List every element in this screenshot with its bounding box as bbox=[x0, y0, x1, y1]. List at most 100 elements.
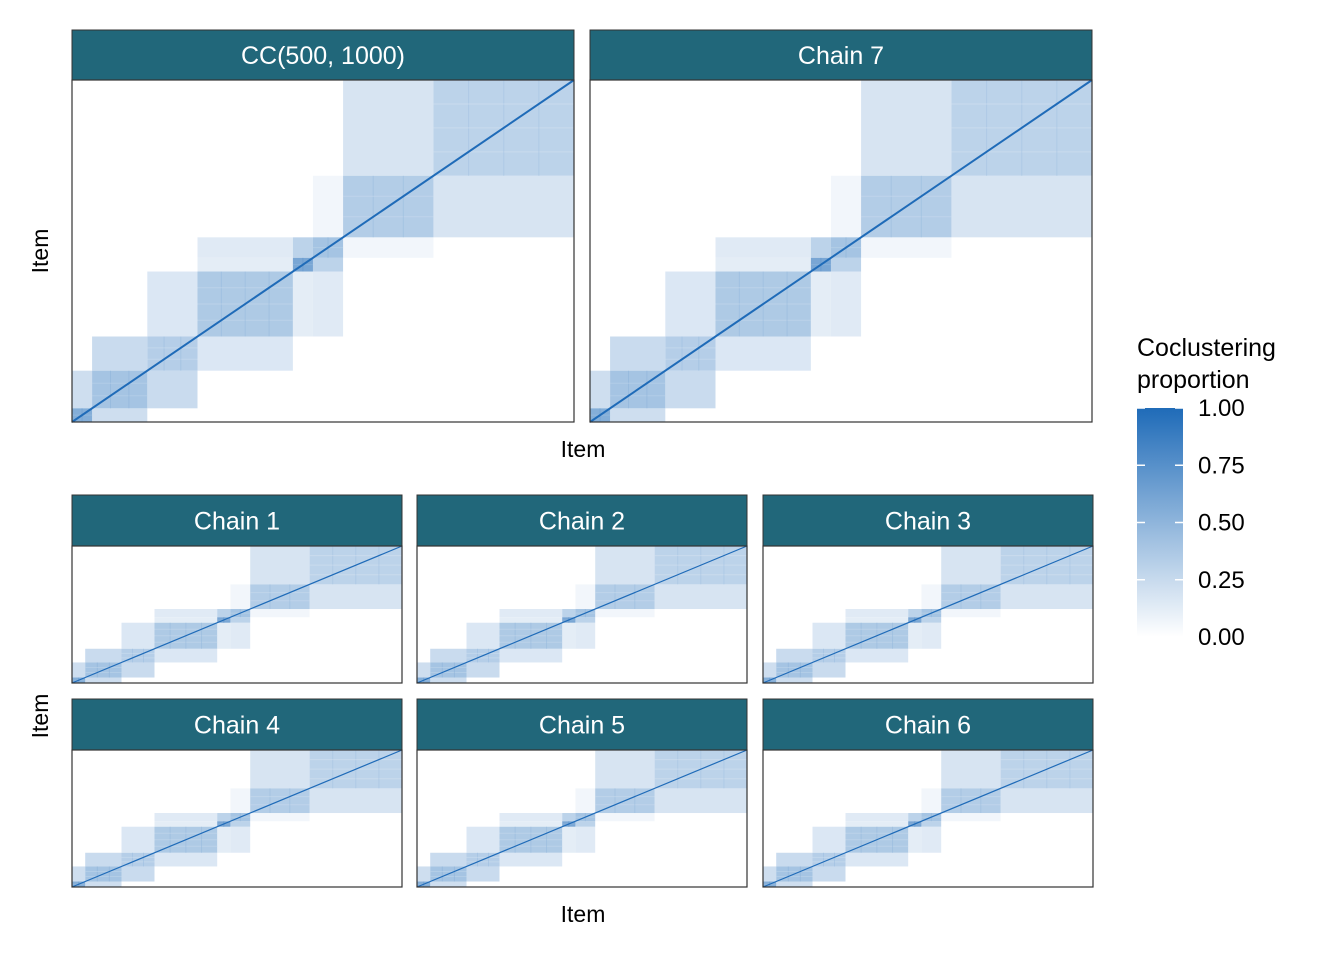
bottom-offblock-2-1a bbox=[812, 662, 846, 678]
bottom-offblock-4-0a bbox=[430, 881, 467, 887]
bottom-diagonal-0 bbox=[71, 545, 403, 684]
bottom-panel-0: Chain 1 bbox=[71, 494, 403, 684]
top-offblock-1-5a bbox=[951, 175, 1092, 238]
bottom-offblock-3-4b bbox=[217, 813, 231, 822]
bottom-offblock-3-0a bbox=[85, 881, 122, 887]
bottom-offblock-3-5a bbox=[309, 788, 402, 814]
bottom-strip-4 bbox=[416, 698, 748, 751]
bottom-offblock-0-2a bbox=[154, 648, 218, 663]
bottom-offblock-4-6a bbox=[595, 813, 655, 822]
top-offblock-0-0a bbox=[92, 408, 148, 422]
bottom-offblock-1-1a bbox=[466, 662, 500, 678]
bottom-offblock-2-5a bbox=[1000, 584, 1093, 610]
legend-title-line2: proportion bbox=[1137, 366, 1250, 394]
bottom-offblock-3-6a bbox=[250, 813, 310, 822]
bottom-heatmap-1 bbox=[416, 545, 748, 684]
bottom-panel-4: Chain 5 bbox=[416, 698, 748, 888]
top-strip-title-0: CC(500, 1000) bbox=[241, 42, 405, 70]
bottom-strip-title-1: Chain 2 bbox=[539, 508, 625, 536]
bottom-diagonal-5 bbox=[762, 749, 1094, 888]
top-offblock-1-6b bbox=[830, 175, 862, 238]
top-offblock-1-7b bbox=[715, 257, 811, 272]
bottom-panel-border-3 bbox=[71, 749, 403, 888]
top-panel-border-0 bbox=[71, 79, 575, 423]
bottom-offblock-2-5b bbox=[941, 546, 1001, 585]
bottom-offblock-2-1b bbox=[776, 648, 813, 663]
bottom-offblock-4-5a bbox=[654, 788, 747, 814]
bottom-strip-title-2: Chain 3 bbox=[885, 508, 971, 536]
bottom-offblock-2-3b bbox=[845, 609, 909, 618]
bottom-offblock-0-7b bbox=[154, 617, 218, 623]
bottom-offblock-4-4a bbox=[575, 821, 596, 827]
bottom-offblock-1-3b bbox=[499, 609, 563, 618]
bottom-offblock-5-2b bbox=[812, 826, 846, 853]
bottom-offblock-3-1a bbox=[121, 866, 155, 882]
bottom-offblock-3-7b bbox=[154, 821, 218, 827]
bottom-heatmap-5 bbox=[762, 749, 1094, 888]
bottom-heatmap-0 bbox=[71, 545, 403, 684]
bottom-heatmap-4 bbox=[416, 749, 748, 888]
bottom-panel-3: Chain 4 bbox=[71, 698, 403, 888]
bottom-offblock-5-3a bbox=[921, 826, 942, 853]
top-offblock-0-3a bbox=[312, 271, 344, 337]
top-offblock-0-4b bbox=[292, 237, 313, 258]
bottom-panel-1: Chain 2 bbox=[416, 494, 748, 684]
bottom-offblock-2-0b bbox=[763, 662, 777, 678]
bottom-offblock-3-5b bbox=[250, 750, 310, 789]
bottom-offblock-0-6b bbox=[230, 584, 251, 610]
bottom-offblock-1-1b bbox=[430, 648, 467, 663]
bottom-offblock-3-0b bbox=[72, 866, 86, 882]
bottom-offblock-4-0b bbox=[417, 866, 431, 882]
bottom-offblock-3-2a bbox=[154, 852, 218, 867]
top-offblock-0-2a bbox=[197, 336, 293, 371]
bottom-offblock-1-2a bbox=[499, 648, 563, 663]
top-strip-0 bbox=[71, 29, 575, 81]
bottom-offblock-2-7b bbox=[845, 617, 909, 623]
top-offblock-1-0a bbox=[610, 408, 666, 422]
bottom-offblock-5-2a bbox=[845, 852, 909, 867]
legend-tick-label-3: 0.25 bbox=[1198, 567, 1245, 594]
bottom-offblock-3-2b bbox=[121, 826, 155, 853]
top-diagonal-1 bbox=[589, 79, 1093, 423]
bottom-offblock-5-0a bbox=[776, 881, 813, 887]
bottom-offblock-2-3a bbox=[921, 622, 942, 649]
bottom-panel-5: Chain 6 bbox=[762, 698, 1094, 888]
top-offblock-0-5b bbox=[343, 80, 434, 176]
bottom-offblock-5-7a bbox=[908, 826, 922, 853]
bottom-offblock-0-6a bbox=[250, 609, 310, 618]
bottom-offblock-0-4a bbox=[230, 617, 251, 623]
bottom-offblock-4-2a bbox=[499, 852, 563, 867]
top-offblock-1-3a bbox=[830, 271, 862, 337]
bottom-strip-1 bbox=[416, 494, 748, 547]
legend-tick-label-1: 0.75 bbox=[1198, 452, 1245, 479]
top-offblock-0-6a bbox=[343, 237, 434, 258]
top-offblock-1-0b bbox=[590, 370, 611, 409]
bottom-offblock-5-6b bbox=[921, 788, 942, 814]
bottom-diagonal-4 bbox=[416, 749, 748, 888]
top-offblock-0-7a bbox=[292, 271, 313, 337]
top-offblock-1-6a bbox=[861, 237, 952, 258]
legend-tick-label-4: 0.00 bbox=[1198, 624, 1245, 651]
top-offblock-1-3b bbox=[715, 237, 811, 258]
top-offblock-1-7a bbox=[810, 271, 831, 337]
top-offblock-0-6b bbox=[312, 175, 344, 238]
bottom-strip-title-5: Chain 6 bbox=[885, 712, 971, 740]
bottom-offblock-1-0b bbox=[417, 662, 431, 678]
top-strip-title-1: Chain 7 bbox=[798, 42, 884, 70]
bottom-offblock-0-4b bbox=[217, 609, 231, 618]
bottom-offblock-2-7a bbox=[908, 622, 922, 649]
bottom-offblock-3-4a bbox=[230, 821, 251, 827]
bottom-offblock-1-6b bbox=[575, 584, 596, 610]
legend-tick-label-2: 0.50 bbox=[1198, 510, 1245, 537]
top-offblock-1-5b bbox=[861, 80, 952, 176]
top-offblock-1-4a bbox=[830, 257, 862, 272]
top-offblock-1-2a bbox=[715, 336, 811, 371]
bottom-strip-2 bbox=[762, 494, 1094, 547]
top-offblock-0-1b bbox=[92, 336, 148, 371]
top-y-axis-title: Item bbox=[27, 229, 53, 274]
legend-ticks: 1.00 0.75 0.50 0.25 0.00 bbox=[1137, 395, 1245, 651]
bottom-offblock-1-7b bbox=[499, 617, 563, 623]
bottom-offblock-2-0a bbox=[776, 677, 813, 683]
bottom-heatmap-3 bbox=[71, 749, 403, 888]
bottom-offblock-2-2b bbox=[812, 622, 846, 649]
